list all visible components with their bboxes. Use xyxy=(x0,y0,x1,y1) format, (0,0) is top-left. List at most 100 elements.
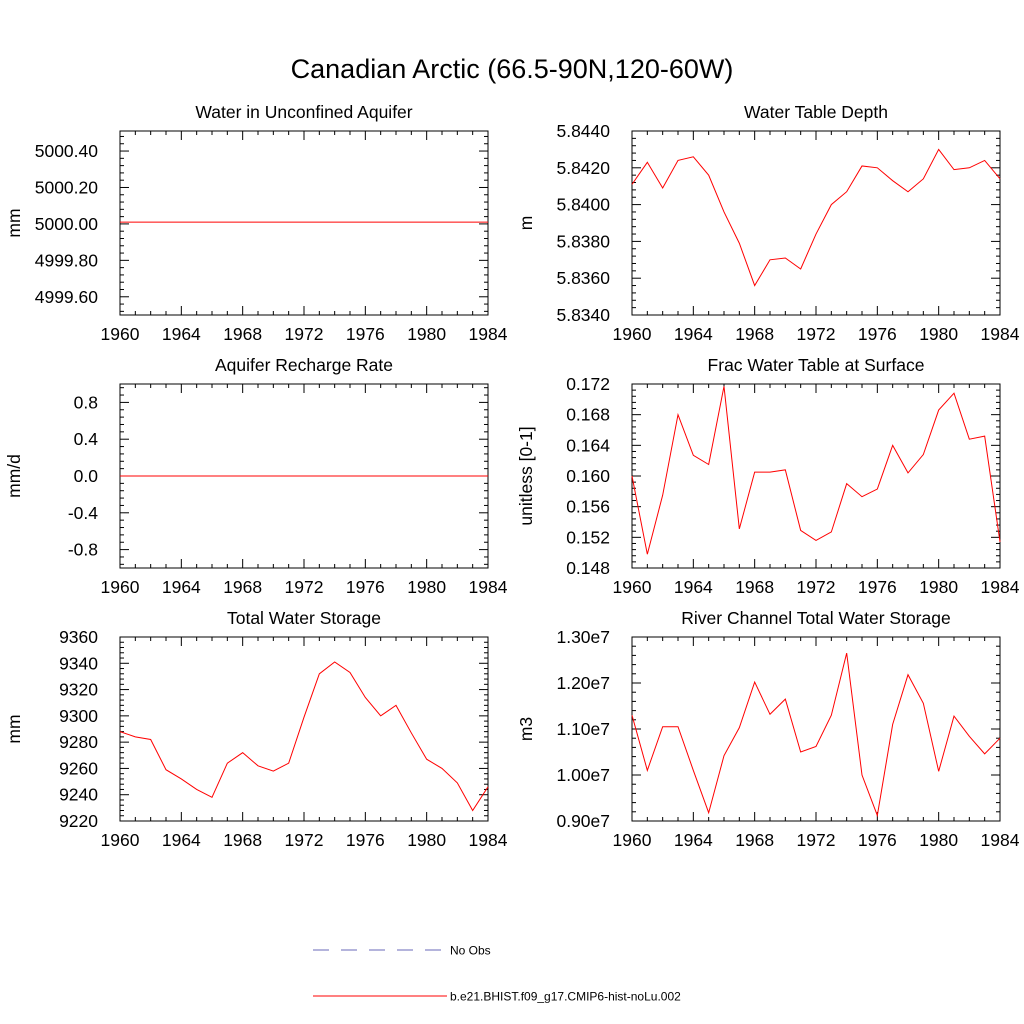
y-tick-label: 5.8360 xyxy=(556,268,610,288)
x-tick-label: 1980 xyxy=(919,830,958,850)
y-tick-label: 9240 xyxy=(59,785,98,805)
x-tick-label: 1968 xyxy=(223,577,262,597)
plot-frame xyxy=(631,636,1001,822)
y-tick-label: 5.8440 xyxy=(556,121,610,141)
x-tick-label: 1964 xyxy=(162,577,201,597)
y-axis-label: m xyxy=(516,216,536,231)
x-tick-label: 1980 xyxy=(919,324,958,344)
x-tick-label: 1980 xyxy=(919,577,958,597)
panel-title: Frac Water Table at Surface xyxy=(708,355,925,375)
y-tick-label: 9260 xyxy=(59,758,98,778)
plot-frame xyxy=(119,636,489,822)
x-tick-label: 1968 xyxy=(223,830,262,850)
legend-obs-label: No Obs xyxy=(450,944,491,958)
x-tick-label: 1980 xyxy=(407,830,446,850)
x-tick-label: 1984 xyxy=(469,830,508,850)
y-tick-label: 0.8 xyxy=(74,392,98,412)
plot-frame xyxy=(119,130,489,316)
y-tick-label: 9300 xyxy=(59,706,98,726)
y-tick-label: 9340 xyxy=(59,653,98,673)
x-tick-label: 1964 xyxy=(674,577,713,597)
x-tick-label: 1976 xyxy=(858,830,897,850)
series-line xyxy=(119,661,489,812)
y-tick-label: 5.8400 xyxy=(556,195,610,215)
y-tick-label: 1.00e7 xyxy=(556,765,610,785)
x-tick-label: 1964 xyxy=(162,324,201,344)
y-tick-label: -0.8 xyxy=(68,540,98,560)
y-tick-label: 4999.80 xyxy=(35,250,99,270)
y-tick-label: 5000.40 xyxy=(35,141,99,161)
x-tick-label: 1964 xyxy=(162,830,201,850)
x-tick-label: 1976 xyxy=(346,830,385,850)
y-tick-label: 5.8420 xyxy=(556,158,610,178)
y-tick-label: 1.10e7 xyxy=(556,719,610,739)
x-tick-label: 1960 xyxy=(101,324,140,344)
figure-title: Canadian Arctic (66.5-90N,120-60W) xyxy=(290,54,734,84)
y-tick-label: 9280 xyxy=(59,732,98,752)
panel-title: Total Water Storage xyxy=(227,608,381,628)
x-tick-label: 1972 xyxy=(285,324,324,344)
y-tick-label: 0.0 xyxy=(74,466,99,486)
y-tick-label: 0.172 xyxy=(566,374,610,394)
chart-panel-6: River Channel Total Water Storage 1960 196… xyxy=(516,608,1020,850)
x-tick-label: 1976 xyxy=(858,577,897,597)
y-tick-label: 9220 xyxy=(59,811,98,831)
y-tick-label: 0.148 xyxy=(566,558,610,578)
x-tick-label: 1972 xyxy=(797,830,836,850)
y-tick-label: 1.30e7 xyxy=(556,627,610,647)
panel-title: Water Table Depth xyxy=(744,102,888,122)
y-tick-label: -0.4 xyxy=(68,503,98,523)
legend: No Obs b.e21.BHIST.f09_g17.CMIP6-hist-no… xyxy=(313,944,681,1004)
series-line xyxy=(631,148,1001,287)
x-tick-label: 1984 xyxy=(981,830,1020,850)
chart-panel-5: Total Water Storage 1960 1964 1968 1972 1976 1… xyxy=(4,608,508,850)
legend-model-label: b.e21.BHIST.f09_g17.CMIP6-hist-noLu.002 xyxy=(450,990,681,1004)
x-tick-label: 1976 xyxy=(346,577,385,597)
y-tick-label: 1.20e7 xyxy=(556,673,610,693)
x-tick-label: 1960 xyxy=(613,324,652,344)
x-tick-label: 1980 xyxy=(407,324,446,344)
x-tick-label: 1972 xyxy=(285,830,324,850)
x-tick-label: 1972 xyxy=(285,577,324,597)
y-tick-label: 5.8380 xyxy=(556,231,610,251)
x-tick-label: 1980 xyxy=(407,577,446,597)
series-line xyxy=(631,386,1001,555)
x-tick-label: 1968 xyxy=(735,830,774,850)
x-tick-label: 1984 xyxy=(469,324,508,344)
y-tick-label: 0.90e7 xyxy=(556,811,610,831)
chart-panel-3: Aquifer Recharge Rate 1960 1964 1968 1972 197… xyxy=(4,355,508,597)
y-tick-label: 5000.00 xyxy=(35,214,99,234)
y-tick-label: 0.4 xyxy=(74,429,99,449)
panel-title: Water in Unconfined Aquifer xyxy=(195,102,412,122)
panel-title: River Channel Total Water Storage xyxy=(681,608,950,628)
x-tick-label: 1976 xyxy=(346,324,385,344)
chart-panel-1: Water in Unconfined Aquifer 1960 1964 1968 1… xyxy=(4,102,508,344)
y-axis-label: mm xyxy=(4,714,24,743)
y-axis-label: unitless [0-1] xyxy=(516,426,536,525)
y-tick-label: 9360 xyxy=(59,627,98,647)
y-axis-label: mm/d xyxy=(4,454,24,498)
series-line xyxy=(631,652,1001,818)
x-tick-label: 1960 xyxy=(101,577,140,597)
x-tick-label: 1976 xyxy=(858,324,897,344)
x-tick-label: 1964 xyxy=(674,324,713,344)
x-tick-label: 1960 xyxy=(101,830,140,850)
x-tick-label: 1972 xyxy=(797,577,836,597)
y-axis-label: mm xyxy=(4,208,24,237)
y-tick-label: 0.152 xyxy=(566,527,610,547)
x-tick-label: 1984 xyxy=(981,324,1020,344)
x-tick-label: 1984 xyxy=(981,577,1020,597)
x-tick-label: 1960 xyxy=(613,830,652,850)
y-tick-label: 0.156 xyxy=(566,497,610,517)
y-tick-label: 5000.20 xyxy=(35,177,99,197)
x-tick-label: 1968 xyxy=(735,577,774,597)
panel-title: Aquifer Recharge Rate xyxy=(215,355,393,375)
y-tick-label: 0.160 xyxy=(566,466,610,486)
y-tick-label: 0.164 xyxy=(566,435,610,455)
y-tick-label: 5.8340 xyxy=(556,305,610,325)
y-tick-label: 4999.60 xyxy=(35,287,99,307)
chart-panels: Water in Unconfined Aquifer 1960 1964 1968 1… xyxy=(4,102,1020,850)
chart-panel-4: Frac Water Table at Surface 1960 1964 1968 1… xyxy=(516,355,1020,597)
